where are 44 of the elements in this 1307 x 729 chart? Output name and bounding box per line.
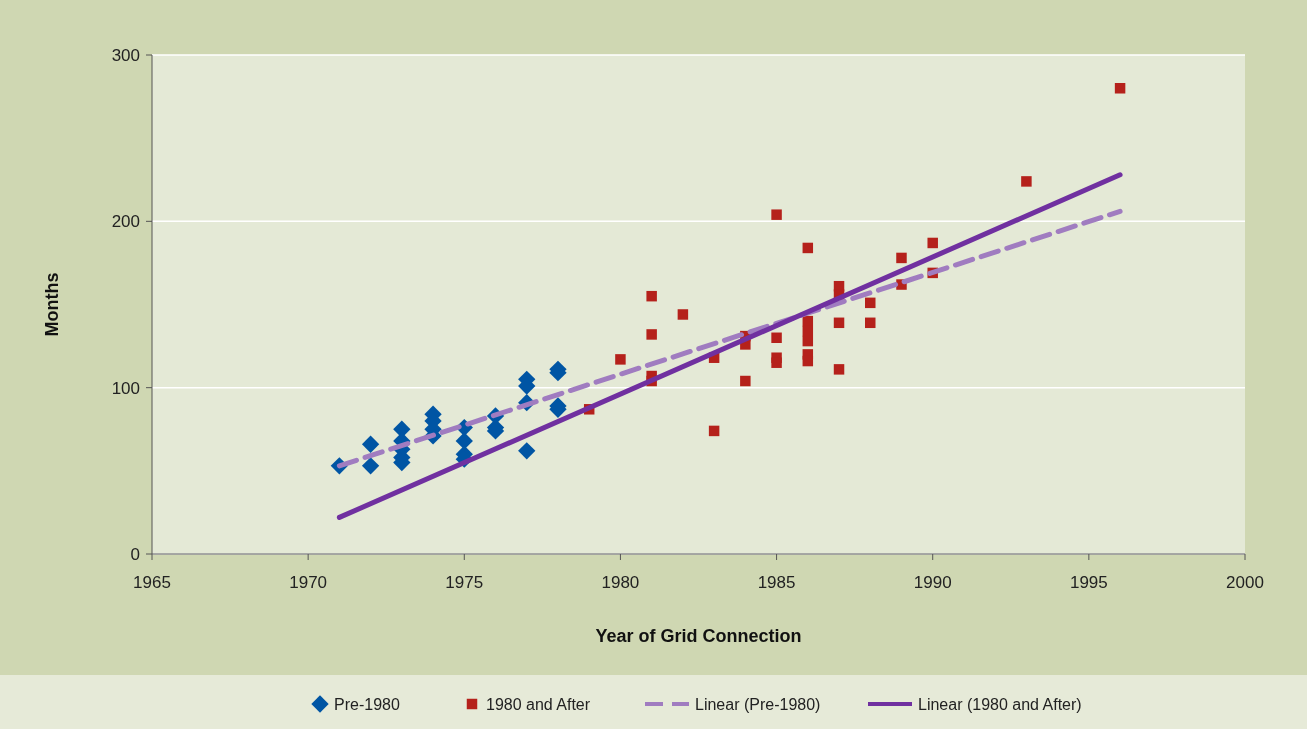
point: [865, 317, 876, 329]
x-tick-label: 1970: [289, 573, 328, 592]
point: [896, 252, 907, 264]
x-tick-label: 2000: [1226, 573, 1264, 592]
point: [771, 209, 782, 220]
point: [833, 364, 845, 375]
point: [615, 354, 626, 365]
point: [802, 335, 814, 347]
point: [927, 237, 938, 249]
point: [708, 425, 720, 437]
x-tick-label: 1995: [1069, 573, 1108, 592]
point: [518, 442, 536, 460]
x-tick-label: 1965: [133, 573, 171, 592]
point: [771, 357, 782, 368]
point: [455, 432, 473, 450]
point: [1114, 83, 1126, 94]
point: [771, 332, 782, 344]
legend-label: Pre-1980: [334, 696, 400, 713]
x-tick-label: 1975: [445, 573, 484, 592]
x-axis-title: Year of Grid Connection: [595, 626, 802, 646]
y-tick-label: 0: [130, 545, 140, 564]
point: [802, 325, 814, 337]
legend-label: Linear (Pre-1980): [695, 696, 821, 713]
point: [361, 457, 380, 475]
point: [677, 309, 689, 320]
x-tick-label: 1980: [601, 573, 640, 592]
y-tick-label: 300: [111, 46, 140, 65]
y-axis-title: Months: [42, 272, 62, 337]
point: [740, 375, 751, 387]
point: [802, 355, 814, 367]
x-tick-label: 1990: [913, 573, 952, 592]
point: [1021, 176, 1032, 187]
y-tick-label: 200: [111, 212, 140, 232]
legend-label: 1980 and After: [486, 696, 591, 713]
point: [646, 290, 657, 302]
point: [865, 297, 876, 309]
point: [646, 329, 657, 340]
point: [833, 317, 845, 329]
point: [802, 242, 814, 254]
y-tick-label: 100: [111, 378, 140, 398]
legend-label: Linear (1980 and After): [918, 696, 1082, 713]
point: [361, 435, 380, 453]
point: [393, 420, 411, 438]
x-tick-label: 1985: [757, 573, 796, 592]
